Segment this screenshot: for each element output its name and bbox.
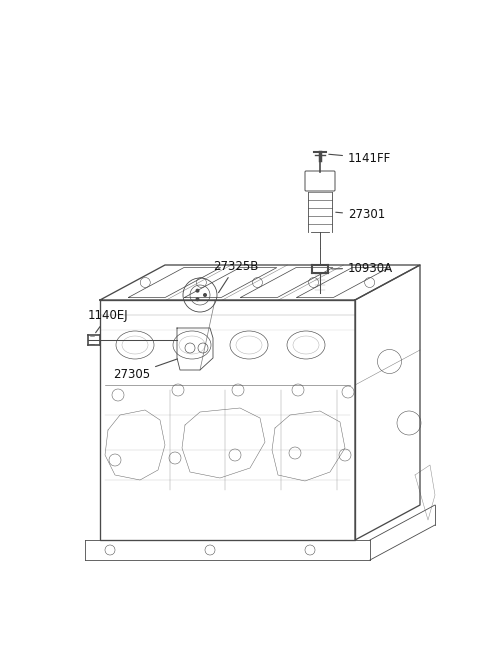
Circle shape bbox=[203, 293, 207, 297]
Text: 27325B: 27325B bbox=[213, 259, 258, 293]
Text: 27305: 27305 bbox=[113, 359, 178, 381]
Circle shape bbox=[195, 297, 200, 301]
Text: 1140EJ: 1140EJ bbox=[88, 309, 129, 333]
Circle shape bbox=[195, 289, 200, 293]
Text: 10930A: 10930A bbox=[332, 261, 393, 274]
Text: 27301: 27301 bbox=[336, 208, 385, 221]
Text: 1141FF: 1141FF bbox=[329, 151, 391, 164]
